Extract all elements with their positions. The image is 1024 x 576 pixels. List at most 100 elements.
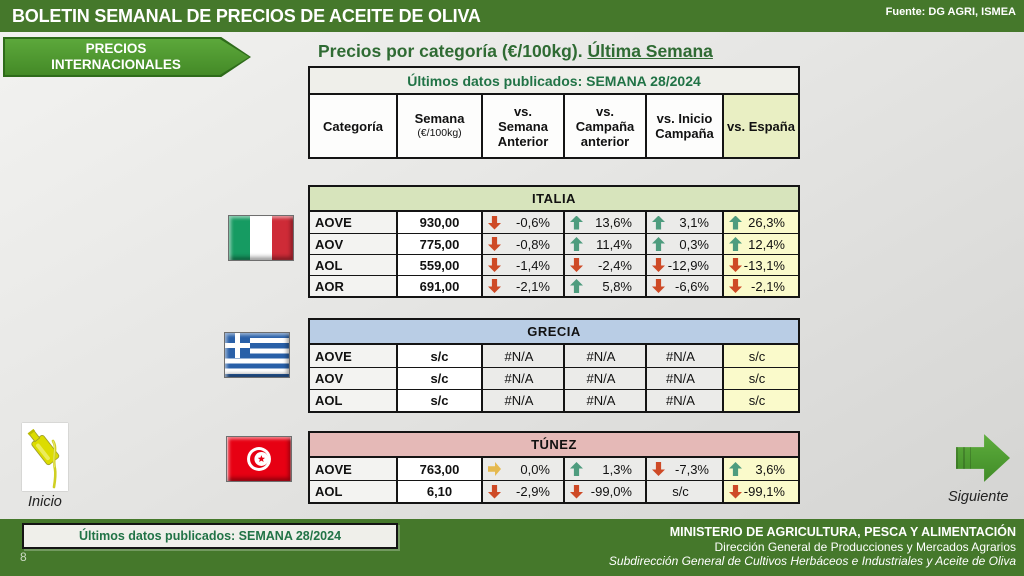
vs-start-cell: 0,3% [645,234,722,254]
vs-week-cell: -2,9% [481,481,563,502]
trend-arrow-icon [488,237,501,251]
grecia-band: GRECIA [310,320,798,345]
source-label: Fuente: DG AGRI, ISMEA [885,6,1016,18]
vs-start-cell: #N/A [645,368,722,389]
vs-spain-cell: -13,1% [722,255,798,275]
footer-published-banner: Últimos datos publicados: SEMANA 28/2024 [22,523,398,549]
col-semana-unit: (€/100kg) [417,127,462,139]
table-row: AOL s/c #N/A #N/A #N/A s/c [310,389,798,411]
greece-flag [224,332,290,378]
vs-week-cell: -2,1% [481,276,563,296]
trend-arrow-icon [729,215,742,230]
vs-week-cell: #N/A [481,390,563,411]
vs-start-cell: #N/A [645,390,722,411]
vs-campaign-value: -99,0% [590,484,632,499]
vs-week-cell: 0,0% [481,458,563,480]
table-row: AOL 559,00 -1,4% -2,4% -12,9% -13,1% [310,254,798,275]
col-categoria: Categoría [310,95,396,157]
italy-flag [228,215,294,261]
ministry-name: MINISTERIO DE AGRICULTURA, PESCA Y ALIME… [669,525,1016,539]
trend-arrow-icon [488,279,501,293]
price-table-header: Últimos datos publicados: SEMANA 28/2024… [308,66,800,159]
trend-arrow-icon [488,258,501,272]
vs-week-cell: -1,4% [481,255,563,275]
vs-campaign-value: #N/A [586,371,616,386]
vs-week-value: -2,1% [516,278,550,294]
vs-start-value: -6,6% [675,278,709,294]
table-row: AOVE 930,00 -0,6% 13,6% 3,1% 26,3% [310,212,798,233]
trend-arrow-icon [652,279,665,293]
vs-spain-cell: s/c [722,368,798,389]
vs-start-cell: -12,9% [645,255,722,275]
trend-arrow-icon [729,258,742,272]
category-cell: AOV [310,368,396,389]
table-row: AOV s/c #N/A #N/A #N/A s/c [310,367,798,389]
section-title-underlined: Última Semana [587,41,713,61]
vs-spain-value: 3,6% [755,461,785,477]
vs-spain-value: -99,1% [743,484,785,499]
trend-arrow-icon [729,484,742,499]
category-cell: AOL [310,481,396,502]
vs-week-value: #N/A [504,348,534,364]
vs-start-value: 0,3% [679,236,709,252]
vs-spain-value: 26,3% [748,215,785,230]
vs-campaign-value: #N/A [586,393,616,408]
section-title: Precios por categoría (€/100kg). Última … [318,41,713,62]
vs-start-cell: 3,1% [645,212,722,233]
col-semana: Semana (€/100kg) [396,95,481,157]
trend-arrow-icon [570,279,583,293]
week-price-cell: s/c [396,368,481,389]
table-row: AOVE 763,00 0,0% 1,3% -7,3% 3,6% [310,458,798,480]
vs-campaign-value: 1,3% [602,461,632,477]
vs-spain-cell: -2,1% [722,276,798,296]
trend-arrow-icon [570,462,583,476]
vs-campaign-cell: 5,8% [563,276,645,296]
category-cell: AOL [310,390,396,411]
italy-flag-green [229,216,251,260]
trend-arrow-icon [652,462,665,476]
ministry-credits: MINISTERIO DE AGRICULTURA, PESCA Y ALIME… [609,525,1016,569]
col-vs-campana: vs. Campaña anterior [563,95,645,157]
olive-oil-bottle-image[interactable] [22,423,68,491]
banner-line2: INTERNACIONALES [51,57,181,72]
col-vs-inicio: vs. Inicio Campaña [645,95,722,157]
trend-arrow-icon [570,237,583,251]
trend-arrow-icon [488,462,501,476]
vs-campaign-cell: #N/A [563,345,645,367]
italy-flag-red [271,216,293,260]
vs-start-value: -12,9% [667,257,709,273]
greece-flag-cross [235,333,240,358]
week-price-cell: s/c [396,345,481,367]
trend-arrow-icon [729,237,742,251]
next-arrow-icon[interactable] [956,434,1010,482]
vs-week-value: #N/A [504,393,534,408]
vs-week-cell: #N/A [481,345,563,367]
vs-spain-cell: s/c [722,345,798,367]
table-row: AOR 691,00 -2,1% 5,8% -6,6% -2,1% [310,275,798,296]
vs-campaign-cell: 13,6% [563,212,645,233]
inicio-link[interactable]: Inicio [28,494,62,510]
vs-start-value: #N/A [666,348,695,364]
section-banner: PRECIOS INTERNACIONALES [3,37,251,77]
column-header-row: Categoría Semana (€/100kg) vs. Semana An… [310,95,798,157]
trend-arrow-icon [570,215,583,230]
italia-band: ITALIA [310,187,798,212]
week-price-cell: 775,00 [396,234,481,254]
vs-spain-value: s/c [748,371,766,386]
published-banner: Últimos datos publicados: SEMANA 28/2024 [310,68,798,95]
vs-week-value: -1,4% [516,257,550,273]
vs-campaign-value: 13,6% [595,215,632,230]
vs-campaign-cell: -99,0% [563,481,645,502]
section-title-main: Precios por categoría (€/100kg). [318,41,583,61]
vs-week-cell: -0,8% [481,234,563,254]
vs-week-value: -0,6% [516,215,550,230]
vs-spain-cell: 26,3% [722,212,798,233]
week-price-cell: 559,00 [396,255,481,275]
vs-spain-value: 12,4% [748,236,785,252]
vs-spain-cell: 3,6% [722,458,798,480]
vs-campaign-value: -2,4% [598,257,632,273]
category-cell: AOV [310,234,396,254]
trend-arrow-icon [729,462,742,476]
siguiente-link[interactable]: Siguiente [948,489,1009,505]
